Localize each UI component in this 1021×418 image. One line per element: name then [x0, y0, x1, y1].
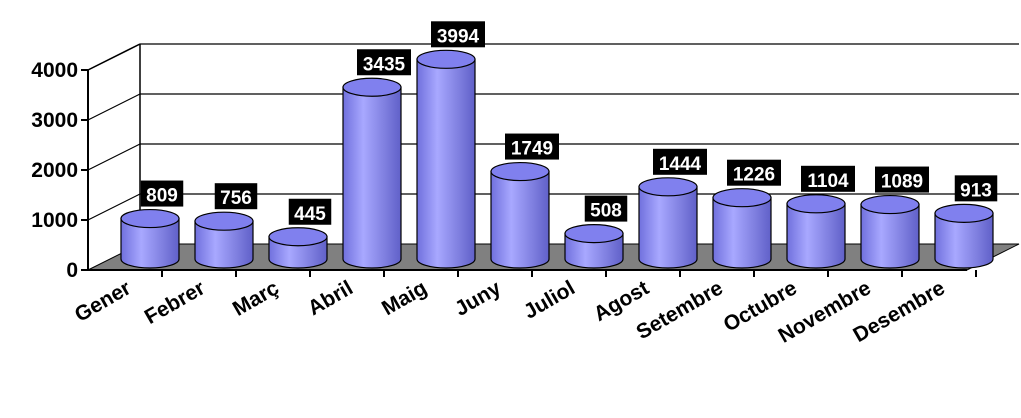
data-label: 809	[146, 186, 178, 207]
data-label-bg	[140, 180, 184, 207]
bar: 3435	[342, 49, 411, 269]
bar-body	[342, 86, 402, 269]
bar: 809	[120, 180, 184, 269]
data-label: 445	[294, 204, 326, 225]
data-label-bg	[653, 148, 707, 175]
bar-top	[490, 161, 550, 182]
data-label: 913	[960, 180, 992, 201]
data-label: 1104	[807, 171, 849, 192]
bar-top	[860, 194, 920, 215]
bar-body	[712, 197, 772, 269]
y-tick-label: 3000	[31, 109, 78, 132]
bar-body	[490, 170, 550, 269]
x-category-label: Juliol	[520, 276, 579, 323]
bar: 1089	[860, 166, 929, 269]
bar-body	[194, 220, 254, 269]
bar-top	[712, 188, 772, 208]
gridline-side	[87, 43, 141, 71]
x-category-label: Gener	[71, 276, 135, 326]
gridline-side	[87, 93, 141, 121]
bar-body	[120, 217, 180, 269]
data-label-bg	[584, 195, 628, 222]
bar-body	[564, 233, 624, 269]
bar: 1444	[638, 148, 707, 269]
bar-top	[194, 211, 254, 231]
data-label: 1226	[733, 165, 775, 186]
data-label: 1089	[881, 172, 923, 193]
data-label-bg	[727, 159, 781, 186]
bar: 445	[268, 198, 332, 269]
x-category-label: Abril	[304, 276, 357, 320]
data-label: 508	[590, 201, 622, 222]
bar-top	[786, 194, 846, 214]
bar: 756	[194, 183, 258, 269]
gridline-side	[87, 193, 141, 221]
bar-top	[638, 177, 698, 197]
bar: 508	[564, 195, 628, 269]
bar-top	[342, 77, 402, 97]
data-label: 3435	[363, 54, 406, 75]
data-label: 3994	[437, 26, 480, 47]
bar: 1104	[786, 165, 855, 269]
bar-body	[934, 212, 994, 269]
data-label-bg	[954, 175, 998, 202]
gridline-side	[87, 143, 141, 171]
bar-top	[120, 208, 180, 229]
data-label: 1749	[511, 139, 553, 160]
data-label: 1444	[659, 154, 702, 175]
y-tick-label: 1000	[31, 209, 78, 232]
bar-top	[564, 224, 624, 244]
y-tick-label: 2000	[31, 159, 78, 182]
data-label-bg	[431, 21, 485, 48]
bar-top	[934, 203, 994, 223]
x-category-label: Maig	[378, 276, 431, 320]
bar-top	[268, 227, 328, 247]
chart-plot-area: 0 1000 2000 3000 4000 809 Gener 756 Febrer 445 Mar…	[31, 21, 1020, 348]
data-label-bg	[801, 165, 855, 192]
x-category-label: Març	[229, 276, 283, 321]
data-label-bg	[288, 198, 332, 225]
data-label-bg	[357, 49, 411, 76]
x-category-label: Juny	[451, 276, 505, 321]
bar: 1226	[712, 159, 781, 269]
bar: 1749	[490, 133, 559, 269]
data-label: 756	[220, 188, 252, 209]
bar-body	[860, 203, 920, 269]
bar-body	[786, 203, 846, 269]
bar-top	[416, 49, 476, 69]
x-category-label: Febrer	[141, 276, 209, 329]
y-tick-label: 4000	[31, 59, 78, 82]
bar-body	[638, 186, 698, 269]
data-label-bg	[875, 166, 929, 193]
bar: 913	[934, 175, 998, 269]
bar: 3994	[416, 21, 485, 269]
y-tick-label: 0	[66, 259, 78, 282]
bar-body	[416, 58, 476, 269]
data-label-bg	[214, 183, 258, 210]
data-label-bg	[505, 133, 559, 160]
